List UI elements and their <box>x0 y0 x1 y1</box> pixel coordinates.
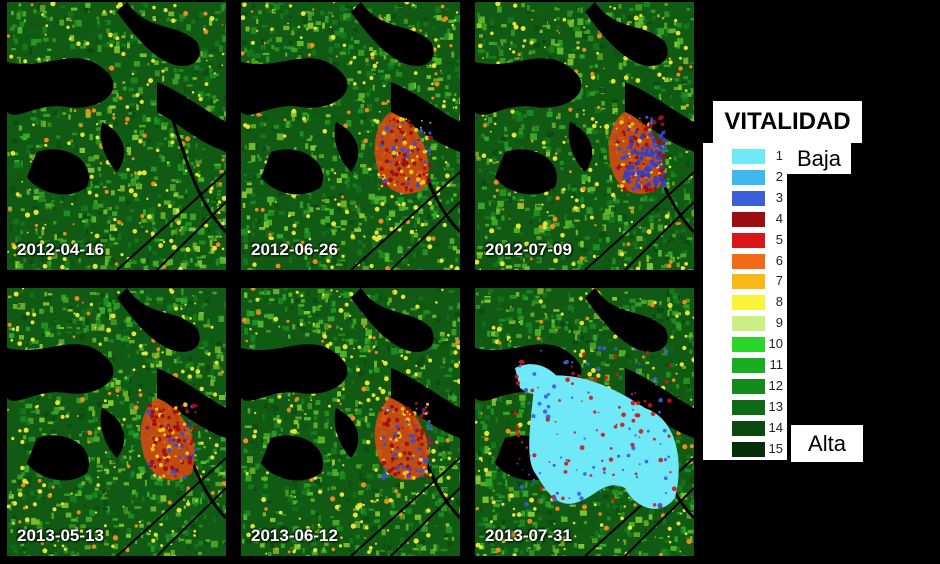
legend-swatch <box>732 169 765 185</box>
legend-value: 1 <box>775 148 783 163</box>
legend-class-14: 14 <box>703 418 787 439</box>
legend-class-13: 13 <box>703 397 787 418</box>
legend-swatch <box>732 274 765 290</box>
legend-swatch <box>732 211 765 227</box>
legend-class-4: 4 <box>703 209 787 230</box>
legend-class-5: 5 <box>703 230 787 251</box>
legend-swatch <box>732 190 765 206</box>
vitality-map-3 <box>475 2 694 270</box>
legend-value: 9 <box>775 315 783 331</box>
legend-swatch <box>732 253 765 269</box>
legend-value: 13 <box>768 398 783 414</box>
date-label-2: 2012-06-26 <box>251 240 338 259</box>
date-label-5: 2013-06-12 <box>251 526 338 545</box>
legend-value: 2 <box>775 168 783 184</box>
legend-value: 15 <box>768 440 783 456</box>
legend-class-1: 1 <box>703 146 787 167</box>
legend-class-2: 2 <box>703 167 787 188</box>
legend-swatch <box>732 399 765 415</box>
legend-class-6: 6 <box>703 251 787 272</box>
satellite-panel-1: 2012-04-16 <box>7 2 226 270</box>
vitality-map-2 <box>241 2 460 270</box>
date-label-6: 2013-07-31 <box>485 526 572 545</box>
legend-value: 12 <box>768 377 783 393</box>
legend-class-8: 8 <box>703 292 787 313</box>
legend-value: 14 <box>768 419 783 435</box>
vitality-map-1 <box>7 2 226 270</box>
date-label-1: 2012-04-16 <box>17 240 104 259</box>
legend-swatch <box>732 316 765 332</box>
legend-swatch <box>732 441 765 457</box>
satellite-panel-6: 2013-07-31 <box>475 288 694 556</box>
legend-value: 7 <box>775 273 783 289</box>
legend-value: 3 <box>775 189 783 205</box>
legend-value: 5 <box>775 231 783 247</box>
legend-value: 4 <box>775 210 783 226</box>
satellite-panel-2: 2012-06-26 <box>241 2 460 270</box>
legend-class-10: 10 <box>703 334 787 355</box>
satellite-panel-3: 2012-07-09 <box>475 2 694 270</box>
legend-value: 8 <box>775 294 783 310</box>
legend-low-label: Baja <box>787 143 851 174</box>
legend-swatch <box>732 358 765 373</box>
legend-swatch <box>732 149 765 164</box>
legend-swatch <box>732 337 765 353</box>
legend-value: 10 <box>768 336 783 352</box>
legend-title: VITALIDAD <box>724 108 851 135</box>
legend-class-15: 15 <box>703 439 787 460</box>
legend-value: 6 <box>775 252 783 268</box>
legend-class-7: 7 <box>703 271 787 292</box>
legend-swatch <box>732 420 765 436</box>
legend-value: 11 <box>769 357 784 372</box>
legend-class-9: 9 <box>703 313 787 334</box>
legend-class-12: 12 <box>703 376 787 397</box>
legend-swatch <box>732 378 765 394</box>
satellite-panel-4: 2013-05-13 <box>7 288 226 556</box>
legend-class-3: 3 <box>703 188 787 209</box>
legend-title-box: VITALIDAD <box>713 101 862 143</box>
legend-swatch <box>732 232 765 248</box>
satellite-panel-5: 2013-06-12 <box>241 288 460 556</box>
legend-high-label: Alta <box>791 425 863 462</box>
legend-color-scale: 1 2 3 4 5 6 7 8 9 10 11 12 13 14 15 <box>703 143 787 460</box>
legend-class-11: 11 <box>703 355 787 376</box>
date-label-4: 2013-05-13 <box>17 526 104 545</box>
vitality-map-5 <box>241 288 460 556</box>
legend-swatch <box>732 295 765 311</box>
date-label-3: 2012-07-09 <box>485 240 572 259</box>
vitality-map-4 <box>7 288 226 556</box>
vitality-map-6 <box>475 288 694 556</box>
